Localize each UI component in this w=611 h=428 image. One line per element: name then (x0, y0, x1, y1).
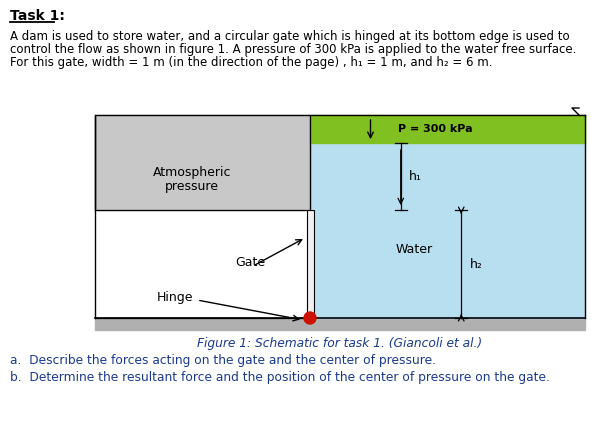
Text: b.  Determine the resultant force and the position of the center of pressure on : b. Determine the resultant force and the… (10, 371, 550, 384)
Text: For this gate, width = 1 m (in the direction of the page) , h₁ = 1 m, and h₂ = 6: For this gate, width = 1 m (in the direc… (10, 56, 492, 69)
Text: Gate: Gate (235, 256, 265, 270)
Text: P = 300 kPa: P = 300 kPa (398, 124, 473, 134)
Bar (95, 115, 310, 210)
Bar (307, 210, 313, 318)
Circle shape (304, 312, 316, 324)
Text: Atmospheric: Atmospheric (153, 166, 231, 178)
Text: control the flow as shown in figure 1. A pressure of 300 kPa is applied to the w: control the flow as shown in figure 1. A… (10, 43, 576, 56)
Bar (307, 210, 313, 318)
Text: A dam is used to store water, and a circular gate which is hinged at its bottom : A dam is used to store water, and a circ… (10, 30, 569, 43)
Bar (95, 115, 310, 210)
Text: h₂: h₂ (470, 258, 483, 270)
Text: a.  Describe the forces acting on the gate and the center of pressure.: a. Describe the forces acting on the gat… (10, 354, 436, 367)
Bar (95, 210, 310, 318)
Text: pressure: pressure (165, 179, 219, 193)
Text: Hinge: Hinge (157, 291, 193, 304)
Text: Task 1:: Task 1: (10, 9, 65, 23)
Bar (310, 115, 585, 318)
Bar (310, 115, 585, 143)
Text: Water: Water (396, 243, 433, 256)
Bar (95, 318, 585, 330)
Text: h₁: h₁ (409, 170, 422, 183)
Text: Figure 1: Schematic for task 1. (Giancoli et al.): Figure 1: Schematic for task 1. (Giancol… (197, 337, 483, 350)
